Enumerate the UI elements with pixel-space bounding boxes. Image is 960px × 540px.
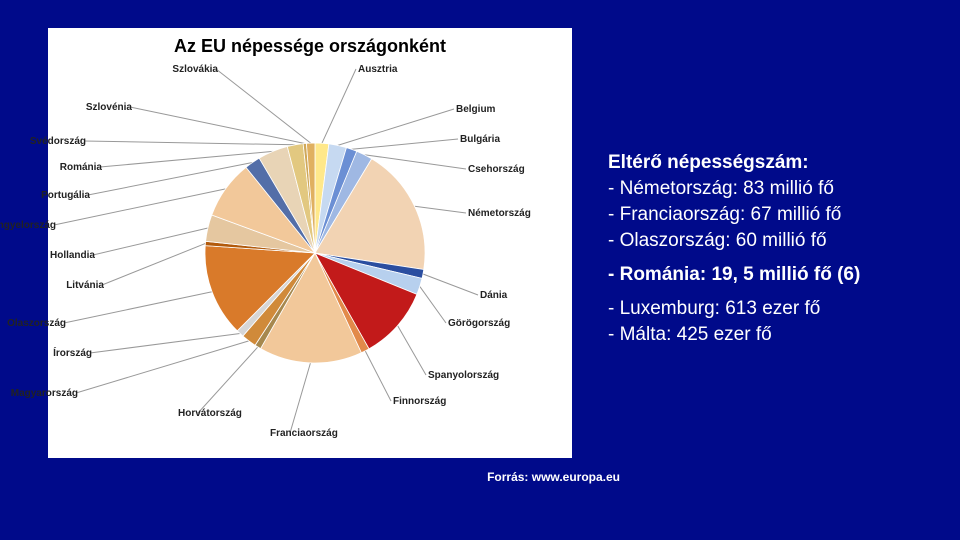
slice-label: Franciaország bbox=[270, 428, 338, 439]
text-column: Eltérő népességszám: - Németország: 83 m… bbox=[608, 150, 948, 356]
text-line: - Luxemburg: 613 ezer fő bbox=[608, 296, 948, 322]
text-line: - Franciaország: 67 millió fő bbox=[608, 202, 948, 228]
slice-label: Finnország bbox=[393, 396, 446, 407]
slide: Az EU népessége országonként AusztriaBel… bbox=[0, 0, 960, 540]
text-line: - Olaszország: 60 millió fő bbox=[608, 228, 948, 254]
slice-label: Bulgária bbox=[460, 134, 500, 145]
slice-label: Németország bbox=[468, 208, 531, 219]
slice-label: Litvánia bbox=[66, 280, 104, 291]
slice-label: Dánia bbox=[480, 290, 507, 301]
slice-label: Belgium bbox=[456, 104, 495, 115]
slice-label: Magyarország bbox=[11, 388, 78, 399]
source-text: Forrás: www.europa.eu bbox=[48, 470, 620, 484]
slice-label: Lengyelország bbox=[0, 220, 56, 231]
slice-label: Írország bbox=[53, 348, 92, 359]
slice-label: Svédország bbox=[30, 136, 86, 147]
text-heading: Eltérő népességszám: bbox=[608, 150, 948, 176]
slice-label: Spanyolország bbox=[428, 370, 499, 381]
text-line: - Málta: 425 ezer fő bbox=[608, 322, 948, 348]
slice-label: Hollandia bbox=[50, 250, 95, 261]
slice-label: Románia bbox=[60, 162, 102, 173]
slice-label: Szlovákia bbox=[172, 64, 218, 75]
slice-label: Csehország bbox=[468, 164, 525, 175]
slice-label: Görögország bbox=[448, 318, 510, 329]
slice-label: Portugália bbox=[41, 190, 90, 201]
chart-panel: Az EU népessége országonként AusztriaBel… bbox=[48, 28, 572, 458]
pie-chart bbox=[200, 138, 430, 368]
text-line: - Németország: 83 millió fő bbox=[608, 176, 948, 202]
slice-label: Olaszország bbox=[7, 318, 66, 329]
slice-label: Szlovénia bbox=[86, 102, 132, 113]
text-bold-line: - Románia: 19, 5 millió fő (6) bbox=[608, 262, 948, 288]
slice-label: Horvátország bbox=[178, 408, 242, 419]
slice-label: Ausztria bbox=[358, 64, 397, 75]
